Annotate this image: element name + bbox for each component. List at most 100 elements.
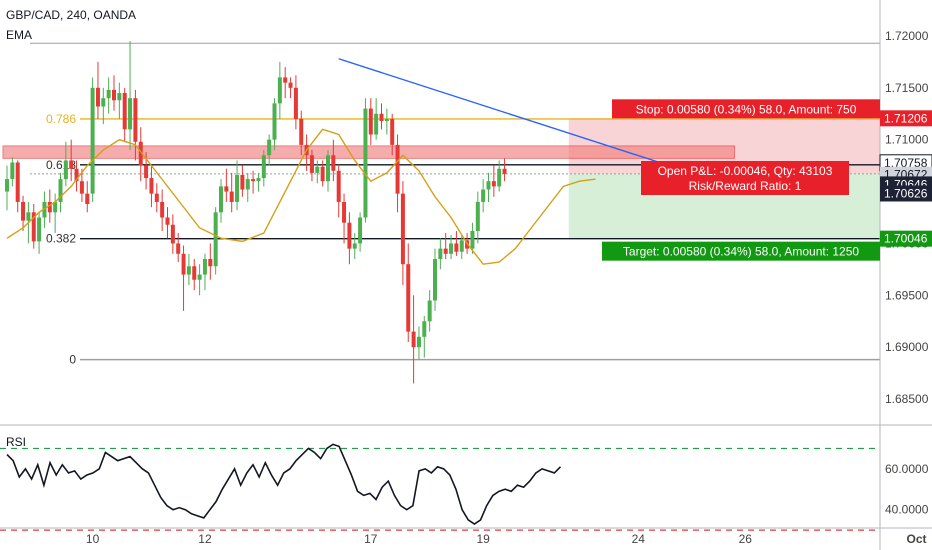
candle[interactable] bbox=[117, 82, 122, 119]
candle[interactable] bbox=[261, 150, 266, 187]
candle[interactable] bbox=[37, 212, 42, 254]
price-axis-label[interactable]: 1.70046 bbox=[880, 230, 932, 247]
candle[interactable] bbox=[79, 168, 84, 202]
candle[interactable] bbox=[416, 326, 421, 360]
candle[interactable] bbox=[69, 139, 74, 182]
candle[interactable] bbox=[63, 141, 68, 187]
candle[interactable] bbox=[224, 168, 229, 202]
candle[interactable] bbox=[427, 290, 432, 332]
candle[interactable] bbox=[475, 191, 480, 244]
candle[interactable] bbox=[272, 98, 277, 151]
candle[interactable] bbox=[176, 233, 181, 263]
candle[interactable] bbox=[154, 183, 159, 213]
candle[interactable] bbox=[470, 222, 475, 254]
candle[interactable] bbox=[422, 316, 427, 358]
candle[interactable] bbox=[326, 150, 330, 192]
candle[interactable] bbox=[315, 160, 320, 184]
candle[interactable] bbox=[106, 77, 111, 114]
candle[interactable] bbox=[406, 243, 411, 342]
candle[interactable] bbox=[481, 179, 486, 213]
candle[interactable] bbox=[192, 259, 197, 291]
candle[interactable] bbox=[202, 253, 207, 291]
candle[interactable] bbox=[160, 189, 165, 231]
candle[interactable] bbox=[245, 172, 250, 202]
resistance-zone[interactable] bbox=[2, 145, 736, 159]
candle[interactable] bbox=[368, 98, 373, 145]
candle[interactable] bbox=[400, 181, 405, 285]
candle[interactable] bbox=[85, 181, 90, 213]
candle[interactable] bbox=[197, 264, 202, 296]
candle[interactable] bbox=[390, 113, 395, 156]
candle[interactable] bbox=[433, 248, 437, 311]
candle[interactable] bbox=[42, 191, 47, 228]
candle[interactable] bbox=[384, 108, 389, 135]
ema-line[interactable] bbox=[6, 128, 596, 265]
price-axis-label[interactable]: 1.71206 bbox=[880, 110, 932, 127]
rsi-line[interactable] bbox=[6, 443, 562, 525]
candle[interactable] bbox=[31, 204, 36, 249]
candle[interactable] bbox=[283, 67, 288, 99]
candle[interactable] bbox=[486, 172, 491, 202]
candle[interactable] bbox=[219, 179, 223, 223]
candle[interactable] bbox=[133, 89, 138, 161]
candle[interactable] bbox=[395, 134, 400, 213]
candle[interactable] bbox=[277, 61, 282, 119]
candle[interactable] bbox=[95, 61, 100, 119]
candle[interactable] bbox=[379, 103, 384, 130]
stop-label[interactable]: Stop: 0.00580 (0.34%) 58.0, Amount: 750 bbox=[612, 99, 880, 119]
candle[interactable] bbox=[240, 165, 245, 197]
candle[interactable] bbox=[443, 233, 448, 259]
candle[interactable] bbox=[454, 230, 459, 256]
candle[interactable] bbox=[411, 295, 416, 384]
candle[interactable] bbox=[502, 158, 507, 182]
candle[interactable] bbox=[358, 212, 363, 252]
candle[interactable] bbox=[299, 110, 304, 156]
candle[interactable] bbox=[138, 127, 143, 182]
candle[interactable] bbox=[149, 165, 154, 208]
candle[interactable] bbox=[128, 41, 133, 151]
candle[interactable] bbox=[363, 98, 368, 223]
candle[interactable] bbox=[112, 75, 116, 111]
candle[interactable] bbox=[90, 77, 95, 202]
candle[interactable] bbox=[320, 160, 325, 187]
candle[interactable] bbox=[251, 170, 256, 194]
candle[interactable] bbox=[449, 235, 454, 259]
candle[interactable] bbox=[293, 75, 298, 130]
candle[interactable] bbox=[213, 207, 218, 275]
target-label[interactable]: Target: 0.00580 (0.34%) 58.0, Amount: 12… bbox=[602, 241, 880, 261]
candle[interactable] bbox=[181, 245, 186, 311]
candle[interactable] bbox=[58, 172, 63, 213]
candle[interactable] bbox=[10, 157, 15, 187]
candle[interactable] bbox=[352, 233, 357, 259]
candle[interactable] bbox=[347, 212, 352, 265]
candle[interactable] bbox=[438, 238, 443, 270]
candle[interactable] bbox=[235, 160, 240, 211]
candle[interactable] bbox=[5, 165, 9, 211]
price-axis-label[interactable]: 1.70626 bbox=[880, 185, 932, 202]
candle[interactable] bbox=[74, 160, 79, 192]
candle[interactable] bbox=[53, 193, 58, 234]
candle[interactable] bbox=[309, 150, 314, 182]
candle[interactable] bbox=[208, 243, 213, 280]
candle[interactable] bbox=[497, 160, 502, 192]
candle[interactable] bbox=[342, 193, 347, 244]
candle[interactable] bbox=[331, 139, 336, 182]
candle[interactable] bbox=[15, 160, 20, 213]
candle[interactable] bbox=[229, 172, 234, 213]
candle[interactable] bbox=[374, 98, 379, 140]
candle[interactable] bbox=[170, 214, 175, 254]
candle[interactable] bbox=[336, 164, 341, 218]
candle[interactable] bbox=[186, 253, 191, 285]
pnl-label[interactable]: Open P&L: -0.00046, Qty: 43103Risk/Rewar… bbox=[641, 161, 849, 195]
candle[interactable] bbox=[165, 207, 170, 239]
candle[interactable] bbox=[21, 195, 26, 231]
candle[interactable] bbox=[122, 87, 127, 142]
candle[interactable] bbox=[256, 172, 261, 192]
candle[interactable] bbox=[491, 165, 496, 197]
candle[interactable] bbox=[288, 77, 293, 99]
candle[interactable] bbox=[267, 134, 272, 166]
candle[interactable] bbox=[459, 235, 464, 259]
candle[interactable] bbox=[101, 87, 106, 125]
